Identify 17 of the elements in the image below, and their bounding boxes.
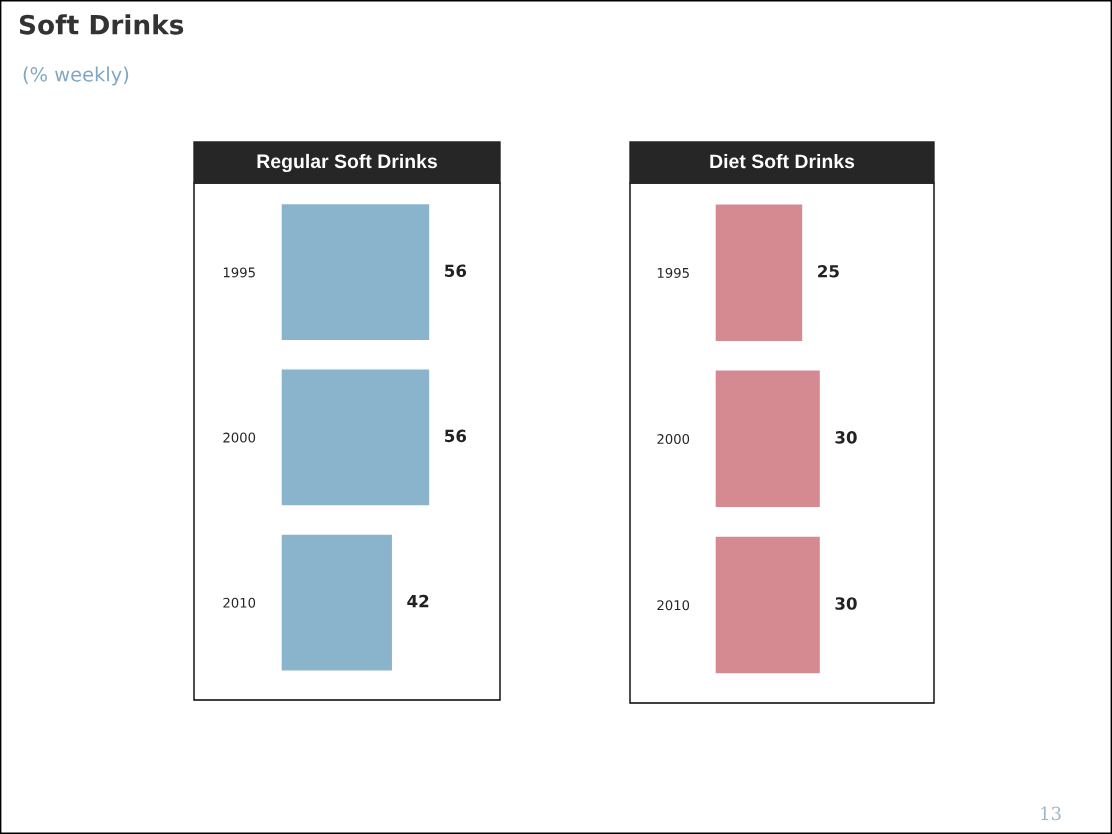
text: 13	[1041, 806, 1061, 821]
text: (% weekly)	[23, 66, 129, 86]
y-tick-label: 1995	[657, 267, 689, 278]
chart-title: Diet Soft Drinks	[710, 153, 855, 169]
y-tick-label: 2000	[657, 434, 690, 445]
data-label: 25	[818, 264, 839, 278]
y-tick-label: 2010	[223, 597, 256, 608]
data-label: 30	[835, 597, 857, 610]
data-label: 56	[445, 429, 467, 443]
data-label: 42	[407, 594, 429, 608]
text: Soft Drinks	[19, 14, 184, 35]
chart-title: Regular Soft Drinks	[257, 153, 437, 173]
data-label: 30	[835, 431, 857, 444]
y-tick-label: 2010	[657, 600, 690, 611]
data-label: 56	[445, 264, 467, 278]
y-tick-label: 2000	[223, 432, 256, 443]
y-tick-label: 1995	[223, 267, 255, 278]
